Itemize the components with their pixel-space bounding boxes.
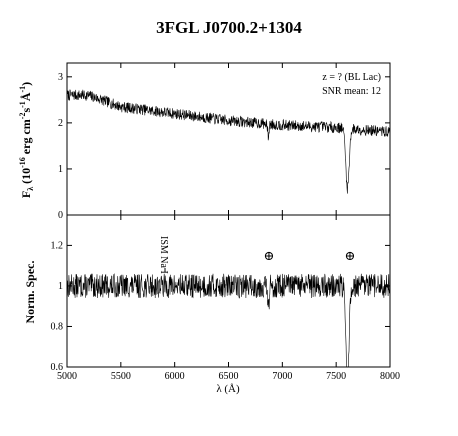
snr-annotation: SNR mean: 12 (322, 86, 381, 97)
telluric-marker-a: ⊕ (345, 248, 356, 263)
top-ylabel: Fλ (10-16 erg cm-2s-1Å-1) (18, 82, 35, 198)
bottom-ylabel: Norm. Spec. (23, 261, 37, 324)
top-flux-series (66, 89, 391, 194)
x-tick-label: 6000 (165, 371, 185, 382)
ism-na-label: ISM Na I (158, 236, 169, 274)
x-tick-label: 5000 (57, 371, 77, 382)
top-axis-ticks: 0 1 2 3 (58, 63, 391, 221)
x-tick-label: 8000 (380, 371, 400, 382)
x-tick-label: 5500 (111, 371, 131, 382)
spectrum-line (66, 273, 391, 368)
telluric-marker-b: ⊕ (264, 248, 275, 263)
redshift-annotation: z = ? (BL Lac) (322, 72, 381, 83)
spectrum-line (66, 89, 391, 194)
x-axis-label: λ (Å) (216, 383, 240, 395)
y-tick-label: 1 (58, 164, 63, 175)
bottom-axis-ticks: 0.6 0.8 1 1.2 5000 5500 6000 6500 7000 7500 8000 (51, 215, 400, 382)
chart-title: 3FGL J0700.2+1304 (156, 18, 302, 37)
y-tick-label: 3 (58, 72, 63, 83)
y-tick-label: 2 (58, 118, 63, 129)
bottom-norm-series (66, 273, 391, 368)
y-tick-label: 1 (58, 281, 63, 292)
y-tick-label: 0 (58, 210, 63, 221)
x-tick-label: 7000 (272, 371, 292, 382)
y-tick-label: 0.6 (51, 362, 64, 373)
y-tick-label: 1.2 (51, 240, 64, 251)
y-tick-label: 0.8 (51, 321, 64, 332)
x-tick-label: 6500 (219, 371, 239, 382)
x-tick-label: 7500 (326, 371, 346, 382)
